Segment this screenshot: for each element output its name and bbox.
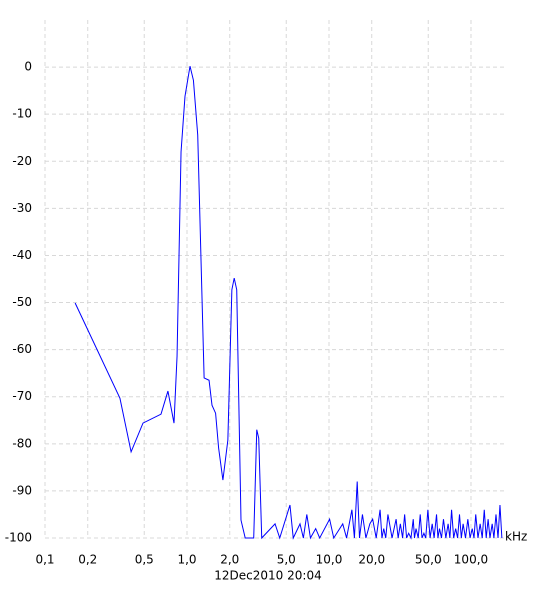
x-tick-label: 50,0 xyxy=(415,553,442,567)
y-tick-label: -70 xyxy=(12,389,32,403)
x-tick-label: 100,0 xyxy=(454,553,488,567)
x-tick-label: 10,0 xyxy=(316,553,343,567)
x-tick-label: 0,2 xyxy=(78,553,97,567)
x-axis-label: kHz xyxy=(505,530,527,544)
y-tick-label: -20 xyxy=(12,154,32,168)
y-tick-label: -80 xyxy=(12,436,32,450)
y-tick-label: -90 xyxy=(12,483,32,497)
x-tick-label: 0,5 xyxy=(135,553,154,567)
y-tick-label: -60 xyxy=(12,342,32,356)
y-tick-label: -10 xyxy=(12,107,32,121)
y-tick-label: -50 xyxy=(12,295,32,309)
x-tick-label: 0,1 xyxy=(35,553,54,567)
spectrum-line xyxy=(74,66,503,540)
footer: 12Dec2010 20:04 xyxy=(214,569,321,583)
x-tick-label: 2,0 xyxy=(220,553,239,567)
x-tick-label: 1,0 xyxy=(177,553,196,567)
y-tick-label: -30 xyxy=(12,201,32,215)
y-tick-label: -100 xyxy=(5,531,32,545)
y-tick-label: -40 xyxy=(12,248,32,262)
x-tick-label: 5,0 xyxy=(277,553,296,567)
x-tick-label: 20,0 xyxy=(358,553,385,567)
y-tick-label: 0 xyxy=(24,60,32,74)
